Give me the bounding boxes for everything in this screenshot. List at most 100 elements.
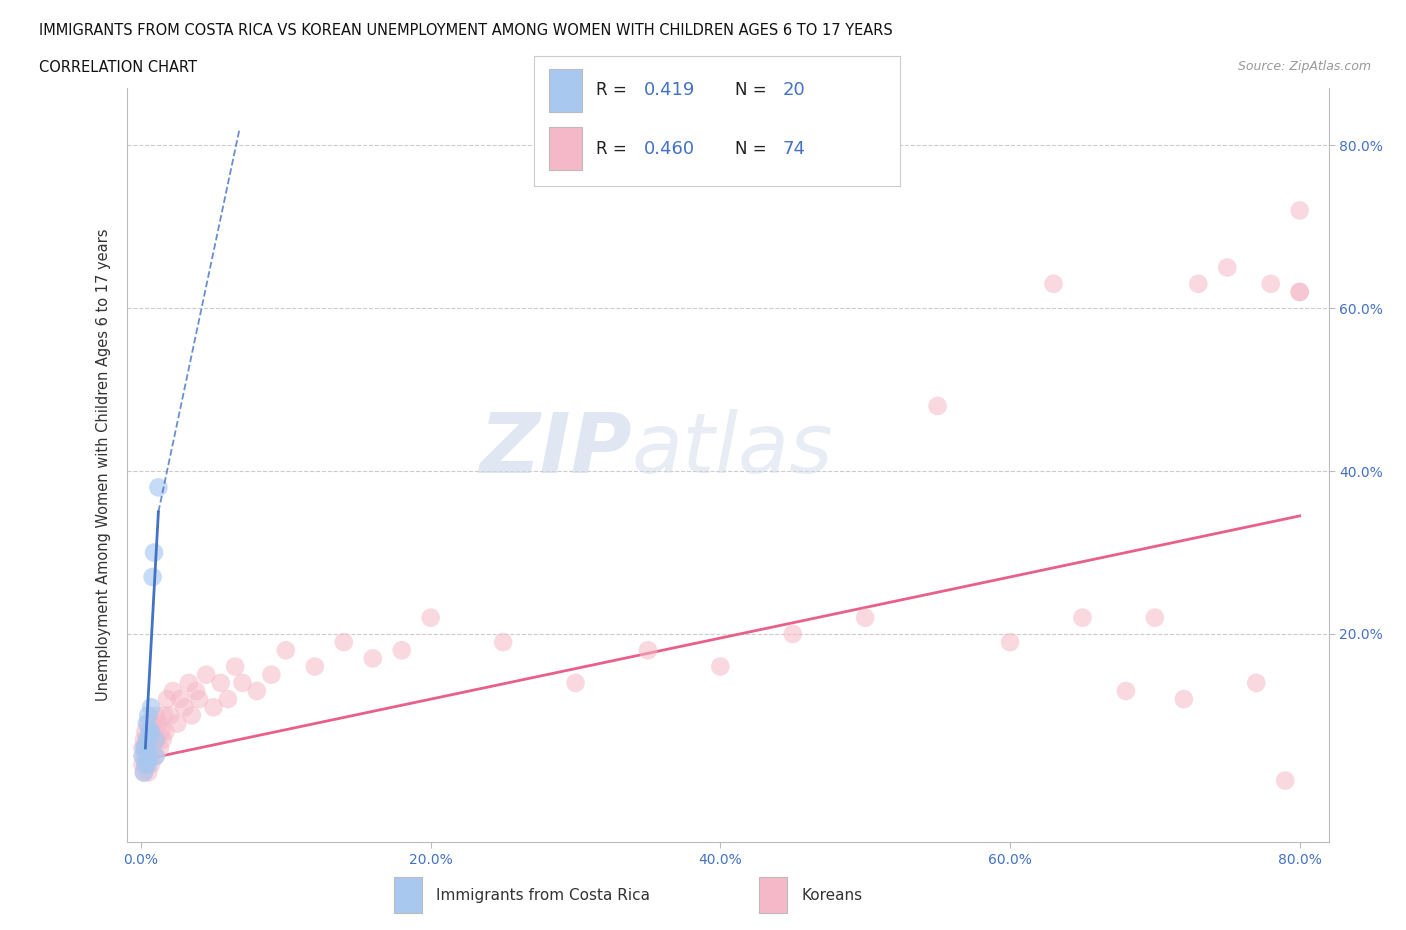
Point <box>134 740 156 755</box>
Point <box>149 740 172 755</box>
Text: 74: 74 <box>783 140 806 158</box>
Point <box>637 643 659 658</box>
Point <box>391 643 413 658</box>
Point <box>138 749 160 764</box>
Text: N =: N = <box>735 81 772 100</box>
Point <box>1244 675 1267 690</box>
Point <box>1143 610 1166 625</box>
Point <box>138 749 160 764</box>
Point <box>135 733 157 748</box>
Text: atlas: atlas <box>631 409 834 490</box>
Point <box>141 757 163 772</box>
Bar <box>759 877 787 913</box>
Point <box>1042 276 1064 291</box>
Point <box>134 757 156 772</box>
Point <box>142 716 165 731</box>
Point <box>136 740 159 755</box>
Point <box>156 692 179 707</box>
Text: Source: ZipAtlas.com: Source: ZipAtlas.com <box>1237 60 1371 73</box>
Point <box>1288 285 1310 299</box>
Point <box>135 749 157 764</box>
Point <box>1260 276 1282 291</box>
Point <box>142 740 165 755</box>
Point <box>304 659 326 674</box>
Point <box>155 724 177 739</box>
Point <box>1187 276 1209 291</box>
Point <box>145 708 167 723</box>
Point <box>131 749 153 764</box>
Point <box>143 545 166 560</box>
Point <box>173 700 195 715</box>
Point <box>166 716 188 731</box>
Point <box>132 749 155 764</box>
Point <box>564 675 586 690</box>
Point <box>195 667 218 682</box>
Point <box>361 651 384 666</box>
Bar <box>548 69 582 112</box>
Point <box>141 733 163 748</box>
Point <box>853 610 876 625</box>
Point <box>177 675 200 690</box>
Point <box>142 569 165 584</box>
Point <box>333 634 356 649</box>
Text: 20: 20 <box>783 81 806 100</box>
Point <box>145 733 167 748</box>
Point <box>231 675 253 690</box>
Point <box>1216 260 1239 275</box>
Point <box>152 733 174 748</box>
Point <box>202 700 225 715</box>
Point <box>1274 773 1296 788</box>
Bar <box>548 127 582 170</box>
Point <box>131 740 153 755</box>
Point <box>134 724 156 739</box>
Point <box>136 716 159 731</box>
Point <box>136 708 159 723</box>
Text: R =: R = <box>596 81 633 100</box>
Text: CORRELATION CHART: CORRELATION CHART <box>39 60 197 75</box>
Point <box>782 627 804 642</box>
Point <box>132 765 155 780</box>
Bar <box>394 877 422 913</box>
Point <box>1071 610 1094 625</box>
Point <box>169 692 191 707</box>
Point <box>146 733 169 748</box>
Text: R =: R = <box>596 140 633 158</box>
Point <box>135 749 157 764</box>
Point <box>998 634 1021 649</box>
Point <box>131 757 153 772</box>
Point <box>138 724 160 739</box>
Point <box>135 716 157 731</box>
Point <box>188 692 211 707</box>
Text: ZIP: ZIP <box>479 409 631 490</box>
Point <box>134 757 156 772</box>
Point <box>135 733 157 748</box>
Point <box>141 700 163 715</box>
Text: IMMIGRANTS FROM COSTA RICA VS KOREAN UNEMPLOYMENT AMONG WOMEN WITH CHILDREN AGES: IMMIGRANTS FROM COSTA RICA VS KOREAN UNE… <box>39 23 893 38</box>
Point <box>138 724 160 739</box>
Point <box>150 724 173 739</box>
Point <box>159 708 181 723</box>
Y-axis label: Unemployment Among Women with Children Ages 6 to 17 years: Unemployment Among Women with Children A… <box>96 229 111 701</box>
Point <box>134 740 156 755</box>
Point <box>246 684 269 698</box>
Point <box>492 634 515 649</box>
Point <box>162 684 184 698</box>
Point <box>1288 203 1310 218</box>
Point <box>145 749 167 764</box>
Point <box>141 724 163 739</box>
Point <box>136 757 159 772</box>
Point <box>1288 285 1310 299</box>
Point <box>1115 684 1137 698</box>
Point <box>132 740 155 755</box>
Point <box>184 684 207 698</box>
Point <box>153 708 176 723</box>
Point <box>209 675 232 690</box>
Point <box>132 733 155 748</box>
Point <box>224 659 246 674</box>
Text: N =: N = <box>735 140 772 158</box>
Point <box>180 708 202 723</box>
Point <box>419 610 441 625</box>
Point <box>136 733 159 748</box>
Point <box>1173 692 1195 707</box>
Point <box>148 480 170 495</box>
